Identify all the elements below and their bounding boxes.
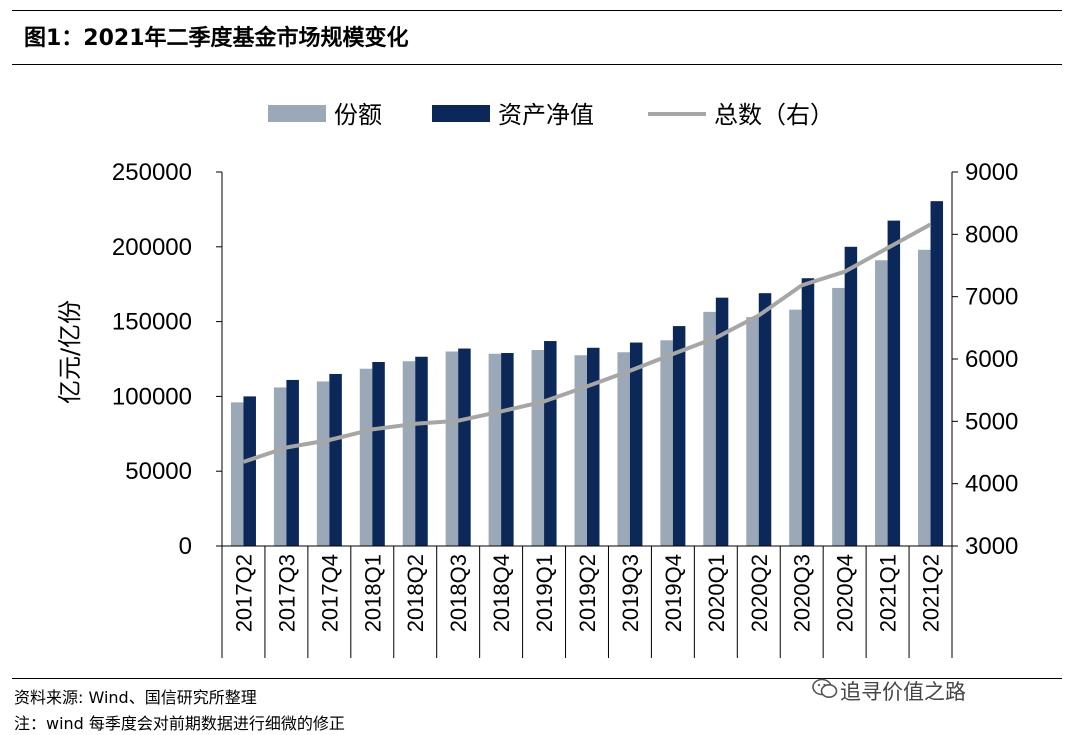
bar-nav-2017Q4 <box>329 373 342 546</box>
x-tick-label: 2018Q3 <box>446 554 471 632</box>
y2-tick-label: 5000 <box>965 408 1018 435</box>
bar-nav-2018Q1 <box>372 361 385 546</box>
x-tick-label: 2019Q2 <box>575 554 600 632</box>
y-axis-title: 亿元/亿份 <box>56 300 84 404</box>
y2-tick-label: 8000 <box>965 221 1018 248</box>
x-tick-label: 2018Q4 <box>489 554 514 632</box>
y-tick-label: 250000 <box>112 159 192 186</box>
watermark-text: 追寻价值之路 <box>840 680 966 704</box>
legend-label-total: 总数（右） <box>714 101 834 129</box>
y2-tick-label: 6000 <box>965 346 1018 373</box>
bar-share-2019Q1 <box>531 350 545 546</box>
bar-nav-2018Q3 <box>458 348 471 546</box>
y2-tick-label: 7000 <box>965 284 1018 311</box>
x-tick-label: 2019Q1 <box>532 554 557 632</box>
note-text: 注：wind 每季度会对前期数据进行细微的修正 <box>14 714 345 733</box>
bar-nav-2021Q2 <box>930 201 944 546</box>
y-tick-label: 150000 <box>112 309 192 336</box>
x-tick-label: 2020Q3 <box>790 554 815 632</box>
bar-nav-2019Q4 <box>672 326 686 546</box>
bar-nav-2020Q4 <box>844 246 858 547</box>
bar-nav-2017Q2 <box>243 396 256 546</box>
legend-label-nav: 资产净值 <box>498 101 594 129</box>
bar-share-2019Q4 <box>660 340 673 546</box>
bar-share-2018Q1 <box>359 368 373 546</box>
figure-title: 图1：2021年二季度基金市场规模变化 <box>24 26 409 51</box>
x-tick-label: 2017Q3 <box>274 554 299 632</box>
bar-nav-2021Q1 <box>887 220 901 546</box>
bar-nav-2019Q2 <box>587 347 600 546</box>
bar-nav-2017Q3 <box>286 379 299 546</box>
y-tick-label: 0 <box>179 533 192 560</box>
y2-tick-label: 9000 <box>965 159 1018 186</box>
top-rule <box>12 10 1062 11</box>
wechat-icon <box>812 678 838 698</box>
x-tick-label: 2020Q1 <box>704 554 729 632</box>
y-tick-label: 50000 <box>125 458 192 485</box>
line-total-count <box>242 222 932 464</box>
x-tick-label: 2017Q4 <box>317 554 342 632</box>
x-tick-label: 2019Q3 <box>618 554 643 632</box>
bar-share-2018Q4 <box>488 353 502 546</box>
x-tick-label: 2021Q2 <box>919 554 944 632</box>
y-tick-label: 100000 <box>112 383 192 410</box>
bar-nav-2020Q3 <box>801 278 815 546</box>
bar-share-2021Q2 <box>918 249 931 547</box>
bar-share-2020Q4 <box>832 287 845 546</box>
title-rule <box>12 64 1062 65</box>
y-tick-label: 200000 <box>112 234 192 261</box>
bar-share-2017Q4 <box>316 381 330 546</box>
bar-share-2017Q2 <box>230 402 244 546</box>
bar-nav-2018Q2 <box>415 356 428 546</box>
x-tick-label: 2018Q2 <box>403 554 428 632</box>
bar-share-2021Q1 <box>875 260 888 546</box>
bar-nav-2019Q3 <box>629 342 643 546</box>
bar-nav-2020Q1 <box>715 297 729 546</box>
y2-tick-label: 4000 <box>965 471 1018 498</box>
x-tick-label: 2017Q2 <box>231 554 256 632</box>
bar-share-2018Q2 <box>402 361 416 546</box>
bar-nav-2020Q2 <box>758 293 772 546</box>
y2-tick-label: 3000 <box>965 533 1018 560</box>
bar-nav-2019Q1 <box>544 341 557 546</box>
bar-share-2020Q3 <box>789 309 802 546</box>
bar-share-2017Q3 <box>273 387 287 546</box>
bar-share-2019Q3 <box>617 352 630 546</box>
x-tick-label: 2019Q4 <box>661 554 686 632</box>
legend-swatch-nav <box>432 105 490 122</box>
legend-swatch-share <box>268 105 326 122</box>
x-tick-label: 2021Q1 <box>876 554 901 632</box>
source-text: 资料来源: Wind、国信研究所整理 <box>14 688 257 707</box>
bottom-rule <box>12 678 1062 679</box>
x-tick-label: 2018Q1 <box>360 554 385 632</box>
bar-share-2018Q3 <box>445 351 459 546</box>
legend-label-share: 份额 <box>334 101 382 129</box>
bar-share-2019Q2 <box>574 355 587 546</box>
bar-share-2020Q2 <box>746 317 759 546</box>
bar-nav-2018Q4 <box>501 353 514 546</box>
x-tick-label: 2020Q2 <box>747 554 772 632</box>
x-tick-label: 2020Q4 <box>833 554 858 632</box>
bar-share-2020Q1 <box>703 311 716 546</box>
